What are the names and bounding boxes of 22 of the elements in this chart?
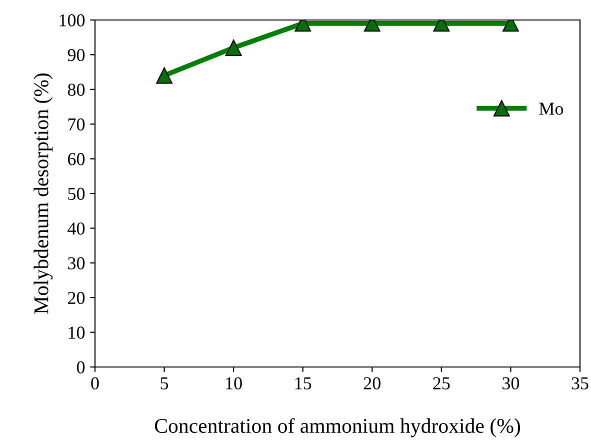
- y-tick-label: 10: [68, 326, 85, 339]
- x-tick-label: 25: [433, 377, 450, 390]
- x-tick-label: 10: [226, 377, 242, 390]
- x-axis-title: Concentration of ammonium hydroxide (%): [154, 418, 520, 438]
- legend-label: Mo: [539, 102, 564, 115]
- x-tick-label: 5: [160, 377, 168, 390]
- y-tick-label: 0: [76, 361, 85, 374]
- y-tick-label: 100: [60, 14, 85, 26]
- y-tick-label: 90: [68, 48, 85, 62]
- x-tick-label: 35: [572, 377, 588, 390]
- x-tick-label: 20: [364, 377, 380, 390]
- y-tick-label: 60: [68, 153, 85, 166]
- y-tick-label: 40: [68, 222, 85, 235]
- y-tick-label: 80: [68, 84, 85, 96]
- x-tick-label: 30: [502, 377, 520, 390]
- x-tick-label: 0: [91, 377, 99, 390]
- y-tick-label: 20: [68, 292, 85, 304]
- y-tick-label: 50: [68, 188, 85, 200]
- y-axis-title: Molybdenum desorption (%): [34, 73, 53, 314]
- y-tick-label: 70: [68, 118, 85, 131]
- x-tick-label: 15: [295, 377, 312, 390]
- y-tick-label: 30: [68, 257, 85, 270]
